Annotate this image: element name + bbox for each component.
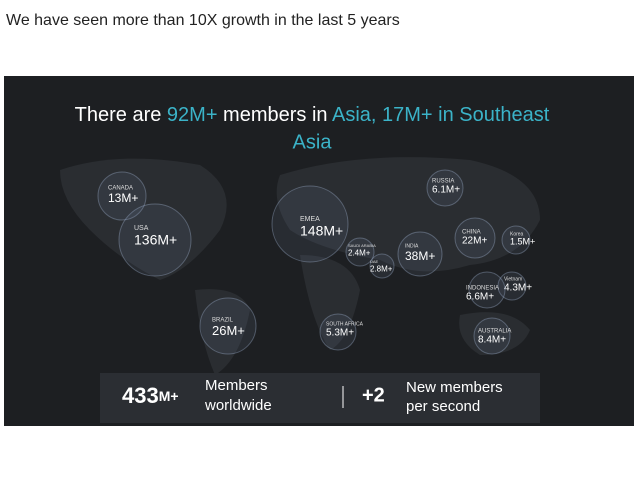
members-label: Members [205, 377, 268, 394]
region-bubble [454, 217, 496, 259]
members-unit: M+ [159, 388, 179, 404]
region-name: USA [134, 225, 149, 232]
headline-highlight: 92M+ [167, 104, 218, 126]
region-bubble [497, 271, 527, 301]
members-count: 433M+ [122, 383, 179, 408]
region-name: INDIA [405, 243, 419, 249]
region-value: 4.3M+ [504, 283, 532, 294]
region-value: 5.3M+ [326, 328, 354, 339]
footer-bar [100, 373, 540, 423]
region-bubble [501, 225, 531, 255]
rate-label: per second [406, 398, 480, 415]
region-value: 26M+ [212, 323, 245, 338]
region-value: 6.6M+ [466, 292, 494, 303]
region-name: INDONESIA [466, 286, 499, 292]
region-bubble [199, 297, 257, 355]
region-name: RUSSIA [432, 179, 454, 185]
region-bubble [473, 317, 511, 355]
region-value: 6.1M+ [432, 185, 460, 196]
region-bubble [468, 271, 506, 309]
region-value: 13M+ [108, 191, 138, 205]
region-value: 148M+ [300, 222, 343, 238]
region-name: CHINA [462, 230, 481, 236]
headline-highlight: Asia, 17M+ in Southeast [332, 104, 550, 126]
region-name: AUSTRALIA [478, 329, 511, 335]
region-name: Vietnam [504, 276, 522, 282]
region-value: 8.4M+ [478, 335, 506, 346]
region-name: SAUDI ARABIA [348, 243, 376, 248]
region-bubble [345, 237, 375, 267]
region-name: Korea [510, 231, 524, 237]
region-value: 2.8M+ [370, 264, 393, 273]
region-bubble [397, 231, 443, 277]
slide [4, 76, 634, 426]
region-bubble [97, 171, 147, 221]
headline-text: members in [218, 104, 332, 126]
region-name: SOUTH AFRICA [326, 321, 364, 327]
members-number: 433 [122, 383, 159, 408]
region-name: EMEA [300, 216, 320, 223]
page-title: We have seen more than 10X growth in the… [6, 12, 400, 29]
region-bubble [319, 313, 357, 351]
region-value: 2.4M+ [348, 248, 371, 257]
rate-label: New members [406, 379, 503, 396]
region-name: UAE [370, 259, 379, 264]
world-map [60, 157, 540, 375]
region-name: CANADA [108, 186, 133, 192]
region-value: 22M+ [462, 236, 487, 247]
members-label: worldwide [204, 397, 272, 414]
region-bubble [271, 185, 349, 263]
rate: +2 [362, 384, 385, 406]
region-value: 1.5M+ [510, 236, 535, 246]
slide-headline: There are 92M+ members in Asia, 17M+ in … [75, 104, 550, 126]
region-bubble [118, 203, 192, 277]
region-name: BRAZIL [212, 318, 234, 324]
headline-text: There are [75, 104, 167, 126]
region-value: 136M+ [134, 231, 177, 247]
region-value: 38M+ [405, 249, 435, 263]
region-bubble [369, 253, 395, 279]
region-bubble [426, 169, 464, 207]
headline-highlight: Asia [293, 131, 333, 153]
